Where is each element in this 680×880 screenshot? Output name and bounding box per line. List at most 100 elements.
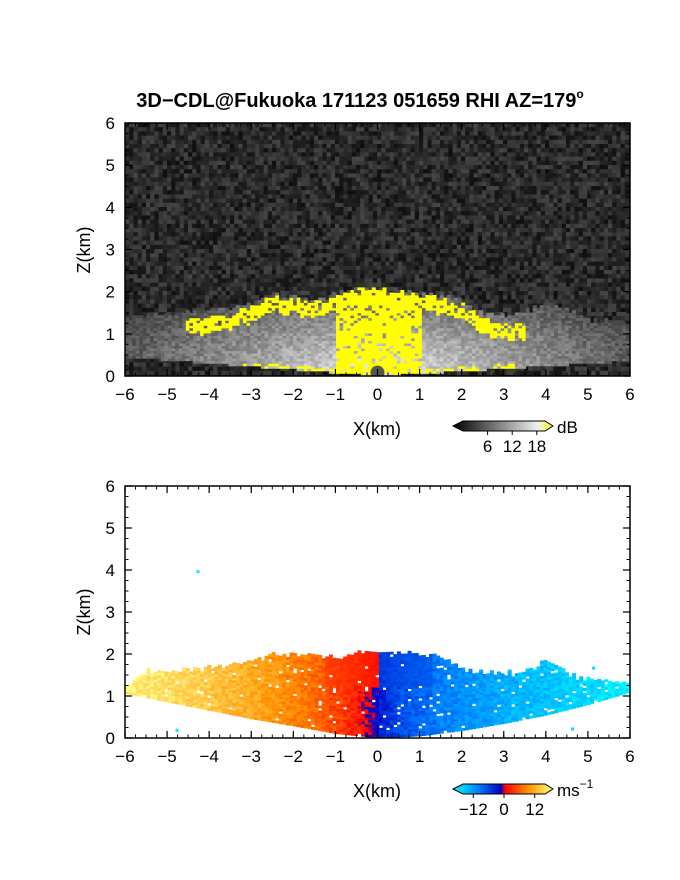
reflectivity-noise-cell [242,257,248,262]
reflectivity-noise-cell [603,177,609,183]
reflectivity-noise-cell [196,253,201,258]
reflectivity-noise-cell [549,236,554,241]
reflectivity-noise-cell [587,148,592,153]
reflectivity-noise-cell [347,257,353,262]
reflectivity-noise-cell [582,148,588,153]
reflectivity-noise-cell [494,244,500,250]
reflectivity-noise-cell [251,291,256,296]
reflectivity-noise-cell [582,265,588,271]
reflectivity-noise-cell [528,152,533,157]
reflectivity-noise-cell [272,190,277,195]
reflectivity-noise-cell [498,257,504,262]
reflectivity-noise-cell [356,253,361,258]
reflectivity-noise-cell [217,223,222,229]
reflectivity-noise-cell [419,186,424,191]
reflectivity-noise-cell [490,261,495,267]
reflectivity-noise-cell [213,253,218,258]
reflectivity-noise-cell [267,135,273,141]
reflectivity-noise-cell [326,265,332,271]
reflectivity-noise-cell [162,265,168,271]
reflectivity-noise-cell [549,160,554,166]
reflectivity-noise-cell [335,139,340,145]
reflectivity-noise-cell [532,240,537,246]
reflectivity-noise-cell [545,207,550,212]
reflectivity-noise-cell [595,240,600,246]
reflectivity-noise-cell [482,249,487,254]
reflectivity-noise-cell [507,261,512,267]
reflectivity-noise-cell [230,156,235,162]
reflectivity-noise-cell [591,211,596,216]
reflectivity-noise-cell [398,194,403,199]
reflectivity-noise-cell [242,274,248,279]
reflectivity-noise-cell [209,278,214,283]
reflectivity-noise-cell [570,186,575,191]
reflectivity-noise-cell [314,211,319,216]
reflectivity-noise-cell [372,177,378,183]
reflectivity-noise-cell [213,160,218,166]
reflectivity-noise-cell [490,123,495,128]
reflectivity-noise-cell [511,190,516,195]
reflectivity-noise-cell [503,274,508,279]
reflectivity-noise-cell [314,236,319,241]
reflectivity-noise-cell [519,169,525,174]
reflectivity-noise-cell [410,139,416,145]
reflectivity-noise-cell [167,295,172,300]
reflectivity-noise-cell [284,198,290,204]
reflectivity-noise-cell [393,198,399,204]
reflectivity-noise-cell [209,207,214,212]
reflectivity-noise-cell [234,186,239,191]
reflectivity-noise-cell [423,152,428,157]
reflectivity-noise-cell [620,207,626,212]
reflectivity-noise-cell [452,257,458,262]
reflectivity-noise-cell [561,186,567,191]
reflectivity-noise-cell [204,253,210,258]
reflectivity-noise-cell [330,123,336,128]
reflectivity-noise-cell [549,131,554,136]
reflectivity-noise-cell [314,177,319,183]
reflectivity-noise-cell [423,270,428,275]
reflectivity-noise-cell [267,253,273,258]
reflectivity-noise-cell [477,265,483,271]
reflectivity-noise-cell [385,194,390,199]
reflectivity-noise-cell [276,198,281,204]
reflectivity-noise-cell [238,257,243,262]
reflectivity-noise-cell [452,261,458,267]
reflectivity-noise-cell [284,215,290,220]
reflectivity-noise-cell [133,127,138,132]
reflectivity-noise-cell [524,286,529,292]
reflectivity-noise-cell [549,219,554,225]
reflectivity-noise-cell [519,253,525,258]
reflectivity-noise-cell [608,144,613,149]
reflectivity-noise-cell [582,211,588,216]
reflectivity-noise-cell [587,198,592,204]
reflectivity-noise-cell [343,207,348,212]
reflectivity-noise-cell [221,194,227,199]
reflectivity-noise-cell [477,274,483,279]
reflectivity-noise-cell [372,278,378,283]
reflectivity-noise-cell [335,291,340,296]
reflectivity-noise-cell [360,240,365,246]
reflectivity-noise-cell [616,219,621,225]
reflectivity-noise-cell [616,194,621,199]
reflectivity-noise-cell [259,282,264,288]
reflectivity-noise-cell [347,265,353,271]
reflectivity-noise-cell [133,244,138,250]
reflectivity-noise-cell [620,215,626,220]
reflectivity-noise-cell [230,278,235,283]
reflectivity-noise-cell [519,282,525,288]
reflectivity-noise-cell [314,270,319,275]
reflectivity-noise-cell [423,282,428,288]
reflectivity-noise-cell [427,219,432,225]
reflectivity-noise-cell [242,295,248,300]
reflectivity-noise-cell [561,223,567,229]
reflectivity-noise-cell [591,278,596,283]
reflectivity-noise-cell [461,169,466,174]
reflectivity-noise-cell [486,236,491,241]
reflectivity-noise-cell [204,278,210,283]
reflectivity-noise-cell [549,228,554,233]
reflectivity-noise-cell [477,228,483,233]
reflectivity-noise-cell [293,249,298,254]
reflectivity-noise-cell [427,261,432,267]
reflectivity-noise-cell [549,278,554,283]
reflectivity-noise-cell [566,211,571,216]
